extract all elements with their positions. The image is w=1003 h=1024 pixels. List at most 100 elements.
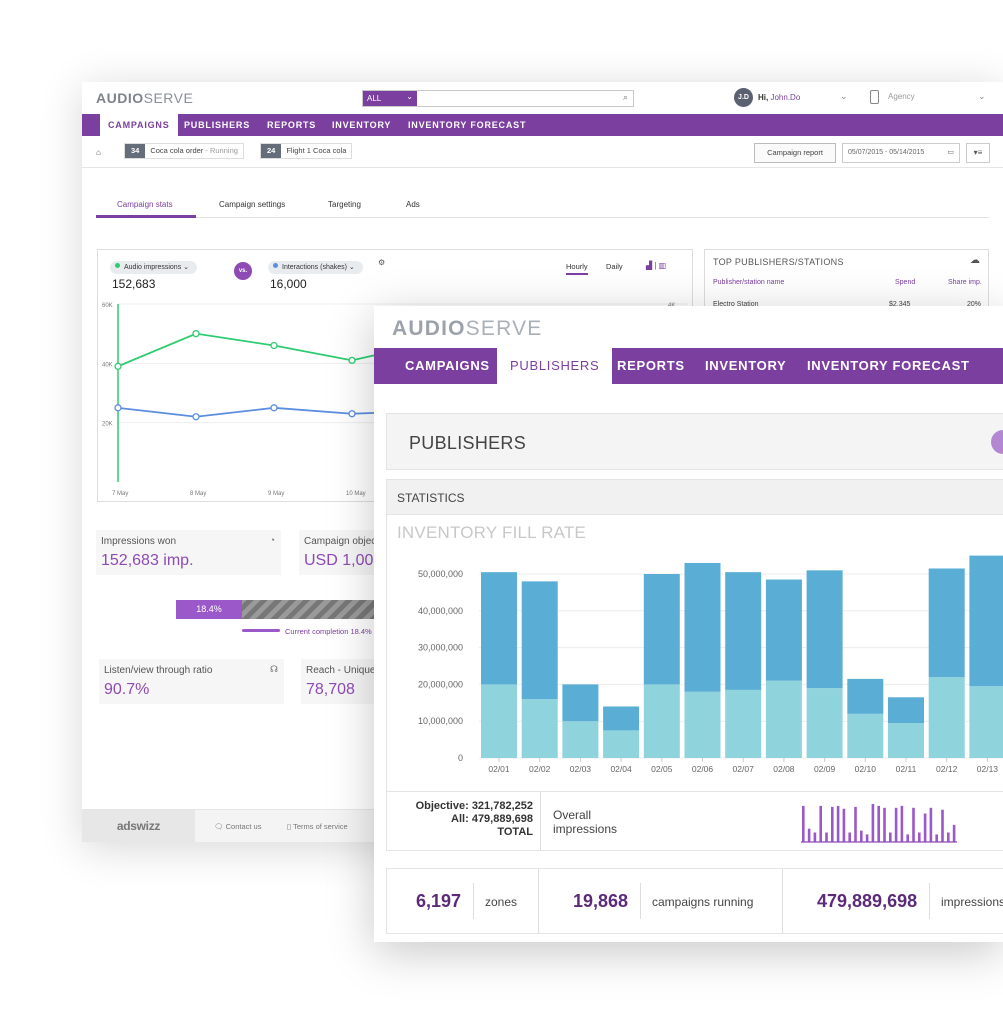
spark-bar	[894, 807, 898, 842]
x-tick-label: 02/09	[814, 764, 836, 774]
tab-inventory[interactable]: INVENTORY	[705, 358, 787, 373]
chevron-down-icon: ⌄	[406, 92, 413, 101]
col-header-publisher[interactable]: Publisher/station name	[713, 279, 785, 286]
user-menu-chevron-icon[interactable]: ⌄	[840, 91, 848, 101]
avatar[interactable]: J.D	[734, 88, 753, 107]
stat-label: Campaign objective	[304, 536, 392, 547]
bar-upper	[806, 570, 843, 689]
spark-bar	[819, 805, 822, 842]
x-tick-label: 02/08	[773, 764, 795, 774]
calendar-icon: ▭	[947, 149, 954, 156]
bar-upper	[481, 572, 517, 685]
data-point	[192, 413, 200, 421]
x-tick-label: 8 May	[190, 491, 206, 497]
bar-lower	[603, 730, 640, 758]
back-tab-campaigns[interactable]: CAMPAIGNS	[100, 114, 178, 136]
bar-upper	[765, 579, 802, 681]
stat-listen-through: Listen/view through ratio 90.7% ☊	[99, 659, 284, 704]
bar-lower	[847, 713, 884, 758]
spark-bar	[947, 832, 950, 842]
x-tick-label: 10 May	[346, 491, 366, 497]
data-point	[348, 410, 356, 418]
progress-fill: 18.4%	[176, 600, 242, 619]
cloud-download-icon[interactable]: ☁	[970, 255, 980, 266]
spark-bar	[952, 824, 956, 842]
stat-impressions-won: Impressions won 152,683 imp. ◔	[96, 530, 281, 575]
metric1-selector[interactable]: Audio impressions ⌄	[110, 261, 198, 274]
agency-chevron-icon[interactable]: ⌄	[978, 91, 986, 101]
bar-lower	[562, 721, 599, 758]
stat-value: 90.7%	[104, 681, 150, 698]
breadcrumb-order[interactable]: 34 Coca cola order - Running	[124, 143, 244, 159]
vs-badge: vs.	[234, 262, 252, 280]
subtab-targeting[interactable]: Targeting	[328, 200, 361, 209]
back-search-bar[interactable]: ALL ⌄ ⌕	[362, 90, 634, 107]
page-title: PUBLISHERS	[409, 433, 527, 453]
metric1-value: 152,683	[112, 277, 156, 291]
add-publisher-button[interactable]	[991, 430, 1003, 454]
top-publishers-title: TOP PUBLISHERS/STATIONS	[713, 257, 844, 267]
tab-publishers[interactable]: PUBLISHERS	[497, 348, 613, 384]
back-topbar: AUDIOSERVE ALL ⌄ ⌕ J.D Hi, John.Do ⌄ Agen…	[82, 82, 1003, 114]
bar-lower	[725, 689, 762, 758]
spark-bar	[865, 834, 869, 842]
contact-us-link[interactable]: 🗨 Contact us	[214, 822, 262, 831]
search-scope-select[interactable]: ALL ⌄	[363, 91, 417, 106]
subtab-campaign-settings[interactable]: Campaign settings	[219, 200, 286, 209]
tab-reports[interactable]: REPORTS	[617, 358, 685, 373]
spark-bar	[854, 806, 857, 842]
home-icon[interactable]: ⌂	[96, 148, 101, 157]
metric2-selector[interactable]: Interactions (shakes) ⌄	[268, 261, 363, 274]
col-header-spend[interactable]: Spend	[895, 279, 916, 286]
gauge-icon: ◔	[269, 535, 275, 545]
bar-chart: 0 10,000,000 20,000,000 30,000,000 40,000,00…	[418, 555, 1003, 774]
metric2-value: 16,000	[270, 277, 307, 291]
granularity-daily[interactable]: Daily	[606, 262, 623, 271]
front-logo[interactable]: AUDIOSERVE	[392, 317, 543, 340]
green-dot-icon	[115, 263, 120, 268]
search-icon[interactable]: ⌕	[622, 92, 628, 102]
campaign-subtabs: Campaign stats Campaign settings Targeti…	[96, 194, 989, 218]
y-tick-label: 50,000,000	[418, 569, 463, 579]
back-tab-inventory-forecast[interactable]: INVENTORY FORECAST	[408, 120, 527, 130]
spark-bar	[889, 832, 892, 842]
agency-selector[interactable]: Agency	[888, 92, 915, 101]
view-menu-button[interactable]: ▾≡	[966, 143, 990, 163]
col-header-share[interactable]: Share imp.	[948, 279, 982, 286]
bar-upper	[562, 684, 599, 722]
campaign-report-button[interactable]: Campaign report	[754, 143, 836, 163]
user-greeting[interactable]: Hi, John.Do	[758, 93, 801, 102]
back-tab-inventory[interactable]: INVENTORY	[332, 120, 392, 130]
chart-type-icons[interactable]: ▟ | ▥	[646, 261, 667, 270]
granularity-hourly[interactable]: Hourly	[566, 262, 588, 275]
publisher-row-share: 20%	[967, 301, 982, 308]
bar-upper	[684, 562, 721, 692]
overall-impressions-label: Overall impressions	[553, 808, 618, 836]
date-range-picker[interactable]: 05/07/2015 - 05/14/2015 ▭	[842, 143, 960, 163]
subtab-campaign-stats[interactable]: Campaign stats	[117, 200, 173, 209]
x-tick-label: 02/11	[896, 764, 917, 774]
bar-lower	[806, 688, 843, 758]
terms-link[interactable]: ▯ Terms of service	[287, 822, 348, 831]
section-title: STATISTICS	[397, 491, 465, 505]
back-tab-reports[interactable]: REPORTS	[267, 120, 317, 130]
top-publishers-card: TOP PUBLISHERS/STATIONS ☁ Publisher/stat…	[704, 249, 989, 319]
active-subtab-indicator	[96, 215, 196, 218]
x-tick-label: 02/01	[488, 764, 510, 774]
breadcrumb-flight[interactable]: 24 Flight 1 Coca cola	[260, 143, 353, 159]
bar-upper	[603, 706, 640, 731]
tab-campaigns[interactable]: CAMPAIGNS	[405, 358, 490, 373]
y-tick-label: 40K	[102, 362, 113, 368]
impressions-count: 479,889,698	[817, 891, 918, 911]
statistics-section[interactable]: STATISTICS	[386, 479, 1003, 515]
subtab-ads[interactable]: Ads	[406, 200, 420, 209]
adswizz-logo[interactable]: adswizz	[82, 810, 195, 842]
tab-inventory-forecast[interactable]: INVENTORY FORECAST	[807, 358, 970, 373]
gear-icon[interactable]: ⚙	[378, 258, 386, 267]
back-logo[interactable]: AUDIOSERVE	[96, 90, 194, 106]
x-tick-label: 7 May	[112, 491, 128, 497]
data-point	[192, 330, 200, 338]
spark-bar	[923, 813, 927, 842]
back-tab-publishers[interactable]: PUBLISHERS	[184, 120, 251, 130]
x-tick-label: 02/03	[570, 764, 592, 774]
